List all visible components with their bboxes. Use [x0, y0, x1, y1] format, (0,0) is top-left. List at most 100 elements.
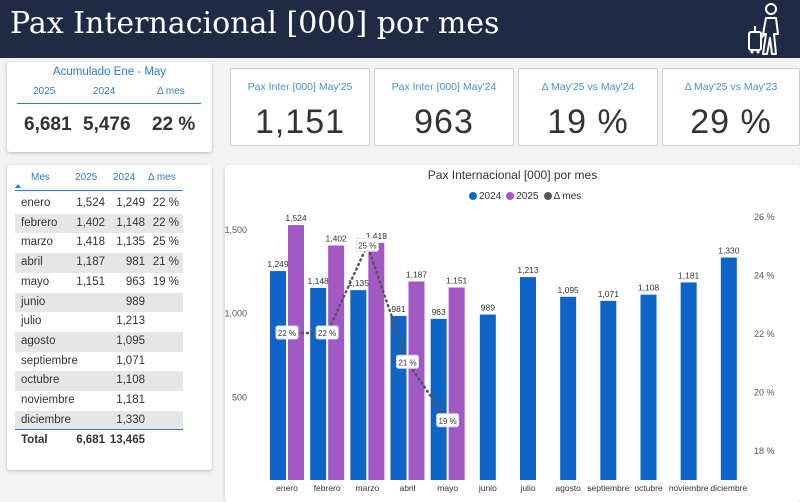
value-2025-cell: 1,402 — [76, 216, 105, 229]
table-row[interactable]: abril 1,187 981 21 % — [15, 253, 183, 273]
bar-2025 — [288, 225, 304, 480]
bar-2024 — [560, 296, 577, 480]
month-cell: enero — [21, 197, 51, 209]
value-2024-cell: 1,181 — [116, 394, 145, 406]
secondary-axis-tick-label: 18 % — [754, 446, 775, 456]
bar-2025 — [368, 242, 385, 480]
traveler-icon — [748, 3, 779, 55]
table-row[interactable]: febrero 1,402 1,148 22 % — [15, 213, 183, 234]
table-row[interactable]: junio 989 — [15, 292, 183, 313]
data-label-2024: 1,148 — [308, 276, 330, 286]
secondary-axis-tick-label: 20 % — [754, 388, 775, 398]
chart-plot: 500 1,000 1,500 18 % 20 % 22 % 24 % 26 % 1,249 1,… — [225, 212, 775, 493]
chart-title: Pax Internacional [000] por mes — [427, 168, 598, 182]
cumulative-divider — [17, 103, 201, 104]
bar-2024 — [720, 257, 737, 480]
x-axis-category-label: marzo — [356, 483, 380, 493]
column-header-delta[interactable]: Δ mes — [148, 172, 176, 183]
x-axis-category-label: mayo — [437, 483, 458, 493]
value-2024-cell: 1,108 — [116, 374, 145, 387]
y-axis-tick-label: 1,500 — [225, 225, 247, 235]
column-header-2025[interactable]: 2025 — [75, 172, 98, 183]
bar-2024 — [350, 290, 367, 480]
x-axis-category-label: abril — [399, 483, 415, 493]
month-cell: mayo — [21, 275, 50, 288]
data-label-2024: 1,108 — [638, 283, 660, 293]
data-label-2024: 1,135 — [348, 278, 370, 288]
bar-2024 — [640, 294, 657, 480]
delta-label-box — [396, 354, 419, 369]
x-axis-category-label: enero — [276, 483, 298, 493]
legend-dot-icon — [543, 192, 552, 200]
bar-2024 — [479, 314, 496, 480]
monthly-table: Mes 2025 2024 Δ mes enero 1,524 1,249 22 % f… — [7, 165, 212, 470]
kpi-card-may25: Pax Inter [000] May'25 1,151 — [230, 68, 370, 146]
value-2025-cell: 1,187 — [76, 256, 105, 269]
data-label-2024: 1,330 — [718, 246, 740, 256]
x-axis-category-label: julio — [519, 483, 535, 493]
value-2024-cell: 1,249 — [116, 197, 145, 209]
delta-cell: 21 % — [152, 256, 179, 269]
bar-2024 — [270, 271, 286, 480]
value-2024-cell: 981 — [125, 256, 145, 269]
cumulative-value-2025: 6,681 — [24, 114, 72, 135]
month-cell: marzo — [21, 236, 53, 249]
x-axis-category-label: noviembre — [669, 483, 709, 493]
bar-2024 — [430, 318, 447, 480]
delta-data-label: 21 % — [398, 358, 416, 367]
table-row[interactable]: diciembre 1,330 — [15, 410, 183, 431]
bar-2025 — [408, 281, 425, 480]
month-cell: octubre — [21, 374, 60, 387]
table-row[interactable]: octubre 1,108 — [15, 371, 183, 391]
header-bar: Pax Internacional [000] por mes — [0, 0, 800, 58]
y-axis-tick-label: 1,000 — [225, 309, 247, 319]
data-label-2025: 1,524 — [285, 213, 307, 223]
legend-item-2025[interactable]: 2025 — [506, 191, 539, 202]
legend-item-2024[interactable]: 2024 — [469, 191, 501, 202]
value-2025-cell: 1,418 — [76, 236, 105, 249]
data-label-2024: 989 — [481, 303, 495, 313]
y-axis-tick-label: 500 — [232, 392, 247, 402]
table-row[interactable]: mayo 1,151 963 19 % — [15, 273, 183, 293]
kpi-card-delta-vs-23: Δ May'25 vs May'23 29 % — [662, 68, 800, 146]
total-2025: 6,681 — [76, 434, 105, 446]
value-2024-cell: 1,148 — [116, 216, 145, 229]
legend-item-delta[interactable]: Δ mes — [543, 191, 581, 202]
month-cell: junio — [21, 295, 46, 308]
delta-data-label: 19 % — [439, 417, 457, 426]
kpi-value: 29 % — [690, 103, 772, 141]
secondary-axis-tick-label: 24 % — [754, 271, 775, 281]
value-2025-cell: 1,524 — [76, 197, 105, 209]
value-2024-cell: 1,135 — [116, 236, 145, 249]
month-cell: febrero — [21, 216, 58, 229]
bar-2024 — [310, 287, 327, 480]
x-axis-category-label: febrero — [314, 483, 341, 493]
month-cell: noviembre — [21, 394, 75, 406]
x-axis-category-label: diciembre — [710, 483, 747, 493]
page-title: Pax Internacional [000] por mes — [10, 6, 500, 41]
table-row[interactable]: agosto 1,095 — [15, 331, 183, 352]
x-axis-category-label: octubre — [634, 483, 663, 493]
value-2024-cell: 963 — [125, 275, 145, 288]
data-label-2024: 1,213 — [517, 265, 539, 275]
table-row[interactable]: noviembre 1,181 — [15, 391, 183, 411]
sort-ascending-icon[interactable] — [15, 184, 21, 188]
cumulative-value-delta: 22 % — [152, 114, 196, 135]
data-label-2025: 1,402 — [326, 233, 348, 243]
table-row[interactable]: septiembre 1,071 — [15, 352, 183, 372]
kpi-label: Pax Inter [000] May'25 — [247, 81, 353, 93]
delta-cell: 22 % — [152, 197, 179, 209]
kpi-label: Pax Inter [000] May'24 — [391, 81, 497, 93]
column-header-month[interactable]: Mes — [31, 172, 50, 183]
table-row[interactable]: marzo 1,418 1,135 25 % — [15, 233, 183, 253]
column-header-2024[interactable]: 2024 — [113, 172, 136, 183]
data-label-2024: 963 — [432, 307, 446, 317]
chart-panel: Pax Internacional [000] por mes 2024 2025… — [225, 165, 800, 502]
x-axis-category-label: septiembre — [587, 483, 629, 493]
value-2024-cell: 1,213 — [116, 315, 145, 328]
data-label-2024: 1,095 — [558, 285, 580, 295]
delta-label-box — [315, 325, 339, 340]
value-2024-cell: 1,330 — [116, 413, 145, 426]
table-row[interactable]: enero 1,524 1,249 22 % — [15, 194, 183, 214]
table-row[interactable]: julio 1,213 — [15, 312, 183, 332]
